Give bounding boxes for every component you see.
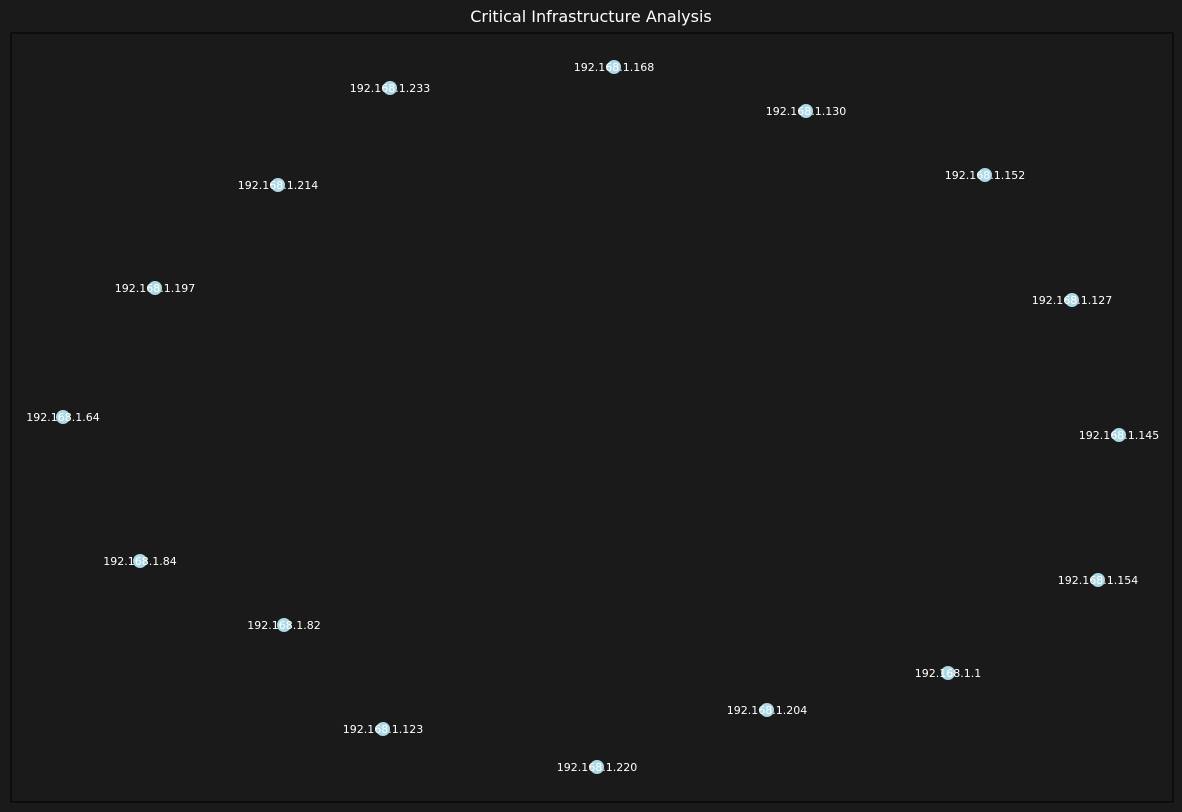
node-marker xyxy=(941,666,955,680)
node-label: 192.168.1.233 xyxy=(350,82,430,95)
network-node: 192.168.1.145 xyxy=(1079,428,1159,442)
node-marker xyxy=(1065,293,1079,307)
node-marker xyxy=(277,618,291,632)
network-node: 192.168.1.130 xyxy=(766,104,846,118)
nodes-layer: 192.168.1.168 192.168.1.233 192.168.1.130 1… xyxy=(26,60,1159,774)
node-label: 192.168.1.220 xyxy=(557,761,637,774)
node-marker xyxy=(376,722,390,736)
node-label: 192.168.1.130 xyxy=(766,105,846,118)
network-node: 192.168.1.168 xyxy=(574,60,654,74)
node-marker xyxy=(56,410,70,424)
network-node: 192.168.1.197 xyxy=(115,281,195,295)
node-label: 192.168.1.168 xyxy=(574,61,654,74)
node-marker xyxy=(590,760,604,774)
node-marker xyxy=(383,81,397,95)
node-marker xyxy=(271,178,285,192)
network-node: 192.168.1.82 xyxy=(247,618,321,632)
node-label: 192.168.1.154 xyxy=(1058,574,1138,587)
node-label: 192.168.1.82 xyxy=(247,619,320,632)
node-label: 192.168.1.214 xyxy=(238,179,318,192)
node-label: 192.168.1.145 xyxy=(1079,429,1159,442)
network-node: 192.168.1.233 xyxy=(350,81,430,95)
network-node: 192.168.1.152 xyxy=(945,168,1025,182)
node-label: 192.168.1.123 xyxy=(343,723,423,736)
chart-title: Critical Infrastructure Analysis xyxy=(470,7,712,26)
node-label: 192.168.1.127 xyxy=(1032,294,1112,307)
node-marker xyxy=(1112,428,1126,442)
plot-frame xyxy=(10,32,1174,803)
network-node: 192.168.1.64 xyxy=(26,410,100,424)
node-marker xyxy=(133,554,147,568)
node-label: 192.168.1.204 xyxy=(727,704,807,717)
network-node: 192.168.1.123 xyxy=(343,722,423,736)
network-node: 192.168.1.204 xyxy=(727,703,807,717)
node-label: 192.168.1.84 xyxy=(103,555,176,568)
node-label: 192.168.1.64 xyxy=(26,411,99,424)
network-node: 192.168.1.154 xyxy=(1058,573,1138,587)
node-marker xyxy=(607,60,621,74)
node-label: 192.168.1.1 xyxy=(915,667,981,680)
network-node: 192.168.1.84 xyxy=(103,554,177,568)
node-marker xyxy=(1091,573,1105,587)
network-node: 192.168.1.127 xyxy=(1032,293,1112,307)
network-node: 192.168.1.1 xyxy=(915,666,981,680)
node-label: 192.168.1.152 xyxy=(945,169,1025,182)
node-label: 192.168.1.197 xyxy=(115,282,195,295)
node-marker xyxy=(760,703,774,717)
node-marker xyxy=(148,281,162,295)
network-node: 192.168.1.214 xyxy=(238,178,318,192)
node-marker xyxy=(978,168,992,182)
network-node: 192.168.1.220 xyxy=(557,760,637,774)
node-marker xyxy=(799,104,813,118)
